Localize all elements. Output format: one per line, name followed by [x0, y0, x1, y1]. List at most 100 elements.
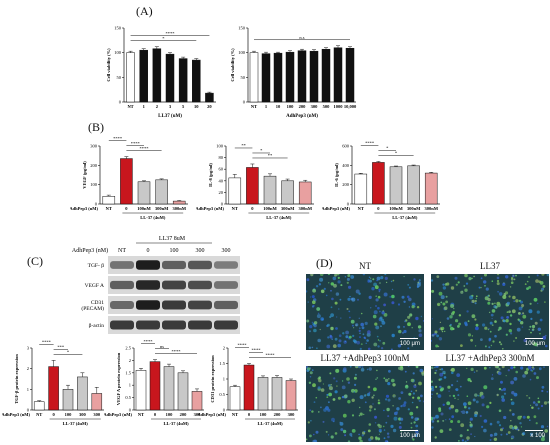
micrograph-speckle — [522, 314, 527, 319]
micrograph-speckle — [441, 330, 444, 333]
x-tick-label: 0 — [125, 206, 128, 211]
x-axis-label: LL-37 (4uM) — [163, 421, 189, 426]
micrograph-speckle — [397, 325, 401, 329]
micrograph-speckle — [435, 414, 439, 419]
micrograph-speckle — [491, 324, 494, 326]
micrograph-speckle — [330, 282, 334, 286]
micrograph-speckle — [403, 300, 406, 303]
significance-label: **** — [144, 339, 154, 344]
micrograph-speckle — [518, 312, 521, 315]
blot-band — [214, 281, 238, 289]
blot-band — [110, 261, 134, 269]
micrograph-speckle — [466, 310, 469, 313]
micrograph-speckle — [515, 299, 519, 303]
y-tick-label: 1 — [27, 387, 29, 392]
micrograph-speckle — [463, 402, 467, 406]
micrograph-speckle — [449, 315, 453, 319]
micrograph-speckle — [537, 407, 540, 410]
micrograph-speckle — [440, 387, 445, 391]
micrograph-speckle — [483, 385, 488, 390]
significance-label: **** — [113, 136, 123, 141]
x-axis-label: LL37 (uM) — [158, 114, 182, 119]
micrograph-speckle — [377, 295, 381, 299]
micrograph-speckle — [513, 366, 516, 369]
x-tick-label: 300 — [194, 412, 202, 417]
bar — [257, 377, 269, 411]
micrograph-speckle — [387, 382, 391, 386]
micrograph-speckle — [340, 317, 342, 319]
micrograph-speckle — [528, 309, 533, 314]
micrograph-speckle — [529, 419, 531, 421]
micrograph-speckle — [367, 385, 371, 389]
micrograph-speckle — [360, 368, 365, 372]
micrograph-speckle — [377, 306, 380, 310]
micrograph-title: LL37 +AdhPep3 300nM — [445, 353, 535, 363]
micrograph-speckle — [496, 393, 499, 397]
blot-band — [162, 260, 186, 270]
micrograph-speckle — [541, 287, 545, 291]
micrograph-speckle — [466, 367, 468, 370]
micrograph-speckle — [306, 278, 310, 282]
micrograph-speckle — [436, 334, 439, 338]
micrograph-speckle — [320, 289, 325, 294]
micrograph-speckle — [545, 344, 548, 348]
micrograph-speckle — [367, 279, 370, 282]
micrograph-speckle — [537, 327, 541, 331]
x-tick-label: NT — [127, 104, 133, 109]
micrograph-speckle — [351, 324, 354, 327]
micrograph-speckle — [539, 318, 543, 322]
micrograph-speckle — [376, 377, 379, 379]
micrograph-speckle — [544, 429, 548, 433]
micrograph-speckle — [318, 283, 322, 286]
micrograph-speckle — [528, 286, 531, 289]
micrograph-speckle — [375, 438, 378, 441]
micrograph-speckle — [327, 384, 331, 387]
micrograph-speckle — [309, 409, 311, 411]
micrograph-speckle — [487, 295, 489, 297]
micrograph-speckle — [410, 378, 415, 383]
micrograph-speckle — [330, 306, 333, 309]
micrograph-speckle — [344, 340, 347, 343]
micrograph-speckle — [407, 366, 410, 367]
micrograph-speckle — [341, 395, 345, 399]
micrograph-speckle — [335, 292, 340, 296]
bar — [178, 58, 188, 103]
micrograph-speckle — [474, 302, 477, 305]
micrograph-speckle — [355, 366, 357, 368]
micrograph-title: NT — [359, 261, 371, 271]
micrograph-speckle — [330, 326, 334, 331]
micrograph-speckle — [454, 408, 459, 413]
micrograph-speckle — [408, 392, 412, 396]
micrograph-speckle — [373, 310, 378, 315]
micrograph-speckle — [391, 301, 395, 305]
row-label: AdhPep3 (nM) — [198, 412, 226, 417]
micrograph-speckle — [373, 408, 376, 411]
micrograph-speckle — [336, 316, 338, 318]
micrograph-speckle — [508, 295, 511, 298]
micrograph-speckle — [536, 274, 539, 277]
panel-label-c: (C) — [27, 254, 43, 268]
micrograph-speckle — [371, 396, 374, 399]
micrograph-speckle — [408, 306, 411, 308]
micrograph-speckle — [494, 334, 497, 338]
significance-label: ns — [160, 344, 164, 349]
micrograph-image: 100 μm — [306, 274, 424, 350]
micrograph-speckle — [392, 383, 396, 387]
micrograph-speckle — [523, 338, 528, 343]
micrograph-speckle — [308, 346, 312, 350]
micrograph-speckle — [346, 377, 350, 381]
chart-vegf: 0 100 200 300 VEGF (pg/ml) NT 0 100nM 300nM 300nM… — [70, 136, 188, 220]
micrograph-speckle — [375, 295, 377, 297]
micrograph-speckle — [502, 282, 506, 286]
micrograph-speckle — [411, 401, 414, 404]
micrograph-speckle — [528, 328, 530, 331]
micrograph-speckle — [498, 292, 503, 296]
micrograph-speckle — [467, 378, 471, 382]
micrograph-speckle — [404, 385, 409, 389]
micrograph-speckle — [328, 434, 330, 436]
micrograph-speckle — [501, 395, 505, 399]
y-tick-label: 40 — [219, 178, 224, 183]
micrograph-speckle — [506, 311, 509, 313]
micrograph-speckle — [450, 304, 455, 308]
micrograph-speckle — [359, 347, 362, 350]
